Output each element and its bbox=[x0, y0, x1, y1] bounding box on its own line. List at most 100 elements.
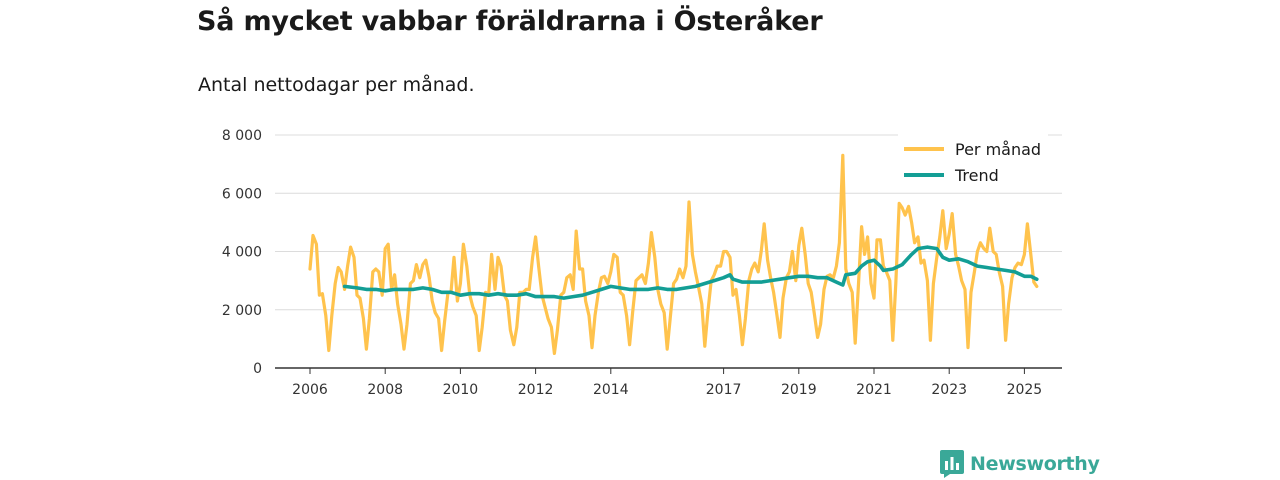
data-point-per-manad bbox=[985, 250, 988, 253]
data-point-trend bbox=[1029, 275, 1032, 278]
data-point-trend bbox=[797, 275, 800, 278]
data-point-trend bbox=[1014, 271, 1017, 274]
data-point-trend bbox=[957, 257, 960, 260]
data-point-per-manad bbox=[945, 247, 948, 250]
data-point-per-manad bbox=[327, 349, 330, 352]
data-point-trend bbox=[468, 292, 471, 295]
data-point-per-manad bbox=[851, 291, 854, 294]
x-tick-label: 2010 bbox=[443, 382, 479, 398]
data-point-per-manad bbox=[396, 303, 399, 306]
data-point-per-manad bbox=[800, 227, 803, 230]
data-point-per-manad bbox=[525, 288, 528, 291]
data-point-per-manad bbox=[428, 276, 431, 279]
data-point-per-manad bbox=[550, 326, 553, 329]
data-point-per-manad bbox=[838, 241, 841, 244]
data-point-per-manad bbox=[647, 262, 650, 265]
data-point-per-manad bbox=[964, 288, 967, 291]
series-line-per-manad bbox=[308, 153, 1039, 355]
data-point-trend bbox=[948, 259, 951, 262]
data-point-per-manad bbox=[948, 233, 951, 236]
data-point-trend bbox=[572, 295, 575, 298]
brand-name: Newsworthy bbox=[970, 453, 1100, 475]
data-point-per-manad bbox=[653, 256, 656, 259]
data-point-trend bbox=[553, 295, 556, 298]
x-axis: 2006 2008 2010 2012 2014 2017 2019 2021 2023 2025 bbox=[275, 367, 1062, 398]
data-point-per-manad bbox=[766, 259, 769, 262]
data-point-trend bbox=[816, 276, 819, 279]
data-point-per-manad bbox=[1020, 263, 1023, 266]
data-point-per-manad bbox=[440, 349, 443, 352]
data-point-per-manad bbox=[631, 311, 634, 314]
data-point-per-manad bbox=[923, 259, 926, 262]
data-point-trend bbox=[769, 279, 772, 282]
data-point-trend bbox=[638, 288, 641, 291]
data-point-per-manad bbox=[857, 288, 860, 291]
data-point-per-manad bbox=[500, 265, 503, 268]
data-point-per-manad bbox=[776, 314, 779, 317]
data-point-per-manad bbox=[954, 253, 957, 256]
data-point-trend bbox=[600, 288, 603, 291]
data-point-per-manad bbox=[387, 243, 390, 246]
chart-title: Så mycket vabbar föräldrarna i Österåker bbox=[197, 6, 823, 37]
data-point-per-manad bbox=[641, 273, 644, 276]
data-point-per-manad bbox=[794, 279, 797, 282]
data-point-per-manad bbox=[581, 268, 584, 271]
data-point-per-manad bbox=[682, 276, 685, 279]
data-point-per-manad bbox=[860, 225, 863, 228]
data-point-per-manad bbox=[381, 294, 384, 297]
data-point-per-manad bbox=[340, 271, 343, 274]
data-point-per-manad bbox=[371, 271, 374, 274]
data-point-trend bbox=[403, 288, 406, 291]
data-point-per-manad bbox=[854, 342, 857, 345]
data-point-per-manad bbox=[960, 279, 963, 282]
data-point-per-manad bbox=[992, 250, 995, 253]
data-point-trend bbox=[732, 278, 735, 281]
data-point-per-manad bbox=[418, 276, 421, 279]
data-point-trend bbox=[995, 268, 998, 271]
x-tick-label: 2019 bbox=[781, 382, 817, 398]
data-point-per-manad bbox=[515, 326, 518, 329]
data-point-per-manad bbox=[512, 343, 515, 346]
data-point-per-manad bbox=[694, 271, 697, 274]
data-point-per-manad bbox=[1011, 276, 1014, 279]
data-point-per-manad bbox=[312, 234, 315, 237]
data-point-per-manad bbox=[979, 241, 982, 244]
data-point-per-manad bbox=[706, 311, 709, 314]
data-point-per-manad bbox=[675, 278, 678, 281]
data-point-per-manad bbox=[929, 339, 932, 342]
data-point-per-manad bbox=[1007, 303, 1010, 306]
legend-label-trend: Trend bbox=[954, 166, 999, 185]
data-point-trend bbox=[985, 266, 988, 269]
data-point-per-manad bbox=[672, 282, 675, 285]
data-point-trend bbox=[910, 253, 913, 256]
data-point-per-manad bbox=[788, 271, 791, 274]
data-point-per-manad bbox=[478, 349, 481, 352]
data-point-trend bbox=[515, 294, 518, 297]
y-tick-label: 8 000 bbox=[222, 128, 262, 144]
data-point-trend bbox=[666, 288, 669, 291]
data-point-trend bbox=[609, 285, 612, 288]
data-point-per-manad bbox=[976, 250, 979, 253]
data-point-per-manad bbox=[866, 236, 869, 239]
data-point-per-manad bbox=[575, 230, 578, 233]
data-point-per-manad bbox=[957, 265, 960, 268]
data-point-per-manad bbox=[659, 303, 662, 306]
data-point-per-manad bbox=[572, 288, 575, 291]
data-point-per-manad bbox=[309, 268, 312, 271]
data-point-per-manad bbox=[873, 297, 876, 300]
data-point-trend bbox=[384, 289, 387, 292]
data-point-trend bbox=[750, 281, 753, 284]
data-point-per-manad bbox=[907, 205, 910, 208]
data-point-per-manad bbox=[603, 275, 606, 278]
data-point-per-manad bbox=[719, 265, 722, 268]
data-point-per-manad bbox=[415, 263, 418, 266]
data-point-trend bbox=[675, 288, 678, 291]
data-point-trend bbox=[1023, 275, 1026, 278]
data-point-per-manad bbox=[807, 282, 810, 285]
data-point-per-manad bbox=[406, 323, 409, 326]
data-point-per-manad bbox=[475, 314, 478, 317]
data-point-per-manad bbox=[459, 282, 462, 285]
data-point-trend bbox=[656, 287, 659, 290]
data-point-trend bbox=[891, 268, 894, 271]
